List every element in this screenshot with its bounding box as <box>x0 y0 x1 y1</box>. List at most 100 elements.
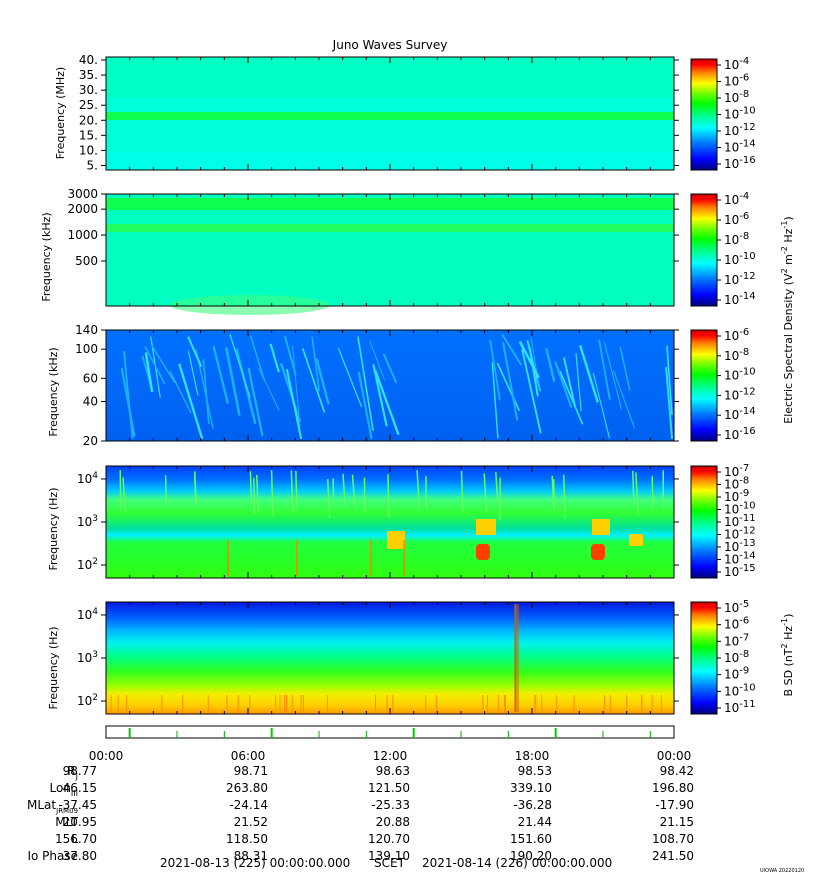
time-label: 00:00 <box>657 749 692 763</box>
colorbar-tick-exp: -4 <box>739 56 749 67</box>
panel-3-ytick-label: 60 <box>83 371 98 385</box>
panel-4-burst <box>255 474 260 513</box>
panel-5-ytick-label: 104 <box>77 607 98 622</box>
panel-3-emission-streak <box>528 347 539 397</box>
panel-4-intense-patch <box>629 534 643 546</box>
ephemeris-value: 20.88 <box>376 815 410 829</box>
colorbar-tick-base: 10 <box>724 193 739 207</box>
panel-2-ylabel: Frequency (kHz) <box>40 212 53 301</box>
colorbar-tick-base: 10 <box>724 684 739 698</box>
panel-3-emission-streak <box>202 358 210 425</box>
ephemeris-label: MLT <box>55 815 78 829</box>
colorbar-tick-exp: -6 <box>739 616 749 627</box>
electric-label-part-2: m <box>782 254 795 268</box>
panel-3-emission-streak <box>144 346 166 384</box>
panel-4-ytick-label-exp: 4 <box>92 471 98 481</box>
footer-start: 2021-08-13 (225) 00:00:00.000 <box>160 856 350 870</box>
colorbar-tick-base: 10 <box>724 388 739 402</box>
colorbar-tick-base: 10 <box>724 428 739 442</box>
panel-4-ytick-label-base: 10 <box>77 558 92 572</box>
colorbar-tick-base: 10 <box>724 565 739 579</box>
ephemeris-label: Io Phase <box>27 849 78 863</box>
panel-3-emission-streak <box>563 357 577 408</box>
panel-5-ytick-label-base: 10 <box>77 651 92 665</box>
panel-3-emission-streak <box>382 353 398 384</box>
time-axis-labels: 00:00 06:00 12:00 18:00 00:00 <box>89 749 692 763</box>
colorbar-2-tick-label: 10-4 <box>724 191 749 207</box>
colorbar-tick-exp: -16 <box>739 155 755 166</box>
electric-label-sup-2: -2 <box>780 246 789 254</box>
electric-label-sup-1: 2 <box>780 268 789 273</box>
panel-5-frame <box>105 601 675 715</box>
panel-5-ytick-label-exp: 3 <box>92 650 98 660</box>
colorbar-tick-exp: -10 <box>739 106 755 117</box>
colorbar-2-tick-label: 10-8 <box>724 231 749 247</box>
colorbar-tick-base: 10 <box>724 141 739 155</box>
panel-4-intense-patch <box>387 531 405 549</box>
panel-3-streaks <box>120 334 673 440</box>
ephemeris-value: 156.70 <box>55 832 97 846</box>
ephemeris-value: 88.31 <box>234 849 268 863</box>
panel-3-emission-streak <box>530 337 541 393</box>
panel-4-burst <box>119 470 122 510</box>
ephemeris-value: 151.60 <box>510 832 552 846</box>
colorbar-tick-exp: -11 <box>739 699 755 710</box>
ephemeris-label-base: R <box>67 764 75 778</box>
colorbar-tick-exp: -12 <box>739 122 755 133</box>
colorbar-tick-exp: -14 <box>739 406 755 417</box>
electric-label-part-1: Electric Spectral Density (V <box>782 273 795 424</box>
panel-5-ytick-label-exp: 2 <box>92 693 98 703</box>
panel-1: 5.10.15.20.25.30.35.40. Frequency (MHz) <box>54 53 679 172</box>
colorbar-2-tick-label: 10-12 <box>724 271 756 287</box>
chart-title: Juno Waves Survey <box>332 38 448 52</box>
panel-5-ytick-label: 103 <box>77 650 98 665</box>
panel-4-ytick-label: 103 <box>77 514 98 529</box>
panel-4-frame <box>105 465 675 579</box>
panel-3-emission-streak <box>519 341 540 379</box>
panel-3-emission-streak <box>123 350 134 439</box>
colorbar-5-tick-label: 10-6 <box>724 616 749 632</box>
panel-4-burst <box>416 470 421 512</box>
ephemeris-value: 20.95 <box>63 815 97 829</box>
colorbar-tick-base: 10 <box>724 273 739 287</box>
panel-3-emission-streak <box>374 369 400 435</box>
panel-4-ytick-label-exp: 3 <box>92 514 98 524</box>
colorbar-4-tick-label: 10-9 <box>724 488 749 504</box>
ephemeris-value: -25.33 <box>371 798 410 812</box>
colorbar-3-tick-label: 10-16 <box>724 426 756 442</box>
colorbar-tick-base: 10 <box>724 478 739 492</box>
ephemeris-value: -36.28 <box>513 798 552 812</box>
colorbar-tick-exp: -7 <box>739 632 749 643</box>
panel-2-spectrogram <box>106 194 674 306</box>
panel-2-ytick-label: 500 <box>75 254 98 268</box>
panel-4-hot-patch <box>591 544 605 560</box>
colorbar-tick-base: 10 <box>724 293 739 307</box>
colorbar-tick-base: 10 <box>724 634 739 648</box>
panel-3-emission-streak <box>311 336 320 392</box>
electric-label-part-4: ) <box>782 216 795 220</box>
colorbar-tick-exp: -8 <box>739 347 749 358</box>
colorbar-4 <box>690 465 718 579</box>
ephemeris-label-base: MLat <box>27 798 56 812</box>
panel-3-emission-streak <box>496 362 520 411</box>
colorbar-2 <box>690 193 718 307</box>
panel-3-emission-streak <box>489 339 501 401</box>
colorbar-4-tick-label: 10-12 <box>724 526 756 542</box>
colorbar-tick-base: 10 <box>724 601 739 615</box>
panel-4-burst <box>551 475 555 511</box>
panel-4-features <box>119 469 665 576</box>
panel-4-burst <box>651 476 654 509</box>
panel-1-ytick-label: 35. <box>79 68 98 82</box>
panel-4-hot-patch <box>476 544 490 560</box>
panel-1-ytick-label: 5. <box>87 158 98 172</box>
panel-4-burst <box>295 470 298 510</box>
colorbar-tick-exp: -8 <box>739 89 749 100</box>
colorbar-tick-base: 10 <box>724 369 739 383</box>
panel-5-spectrogram <box>106 602 674 714</box>
panel-2-ytick-label: 1000 <box>67 228 98 242</box>
panel-3-emission-streak <box>337 348 363 408</box>
colorbar-tick-base: 10 <box>724 124 739 138</box>
magnetic-colorbar-label: B SD (nT2 Hz-1) <box>780 614 795 697</box>
